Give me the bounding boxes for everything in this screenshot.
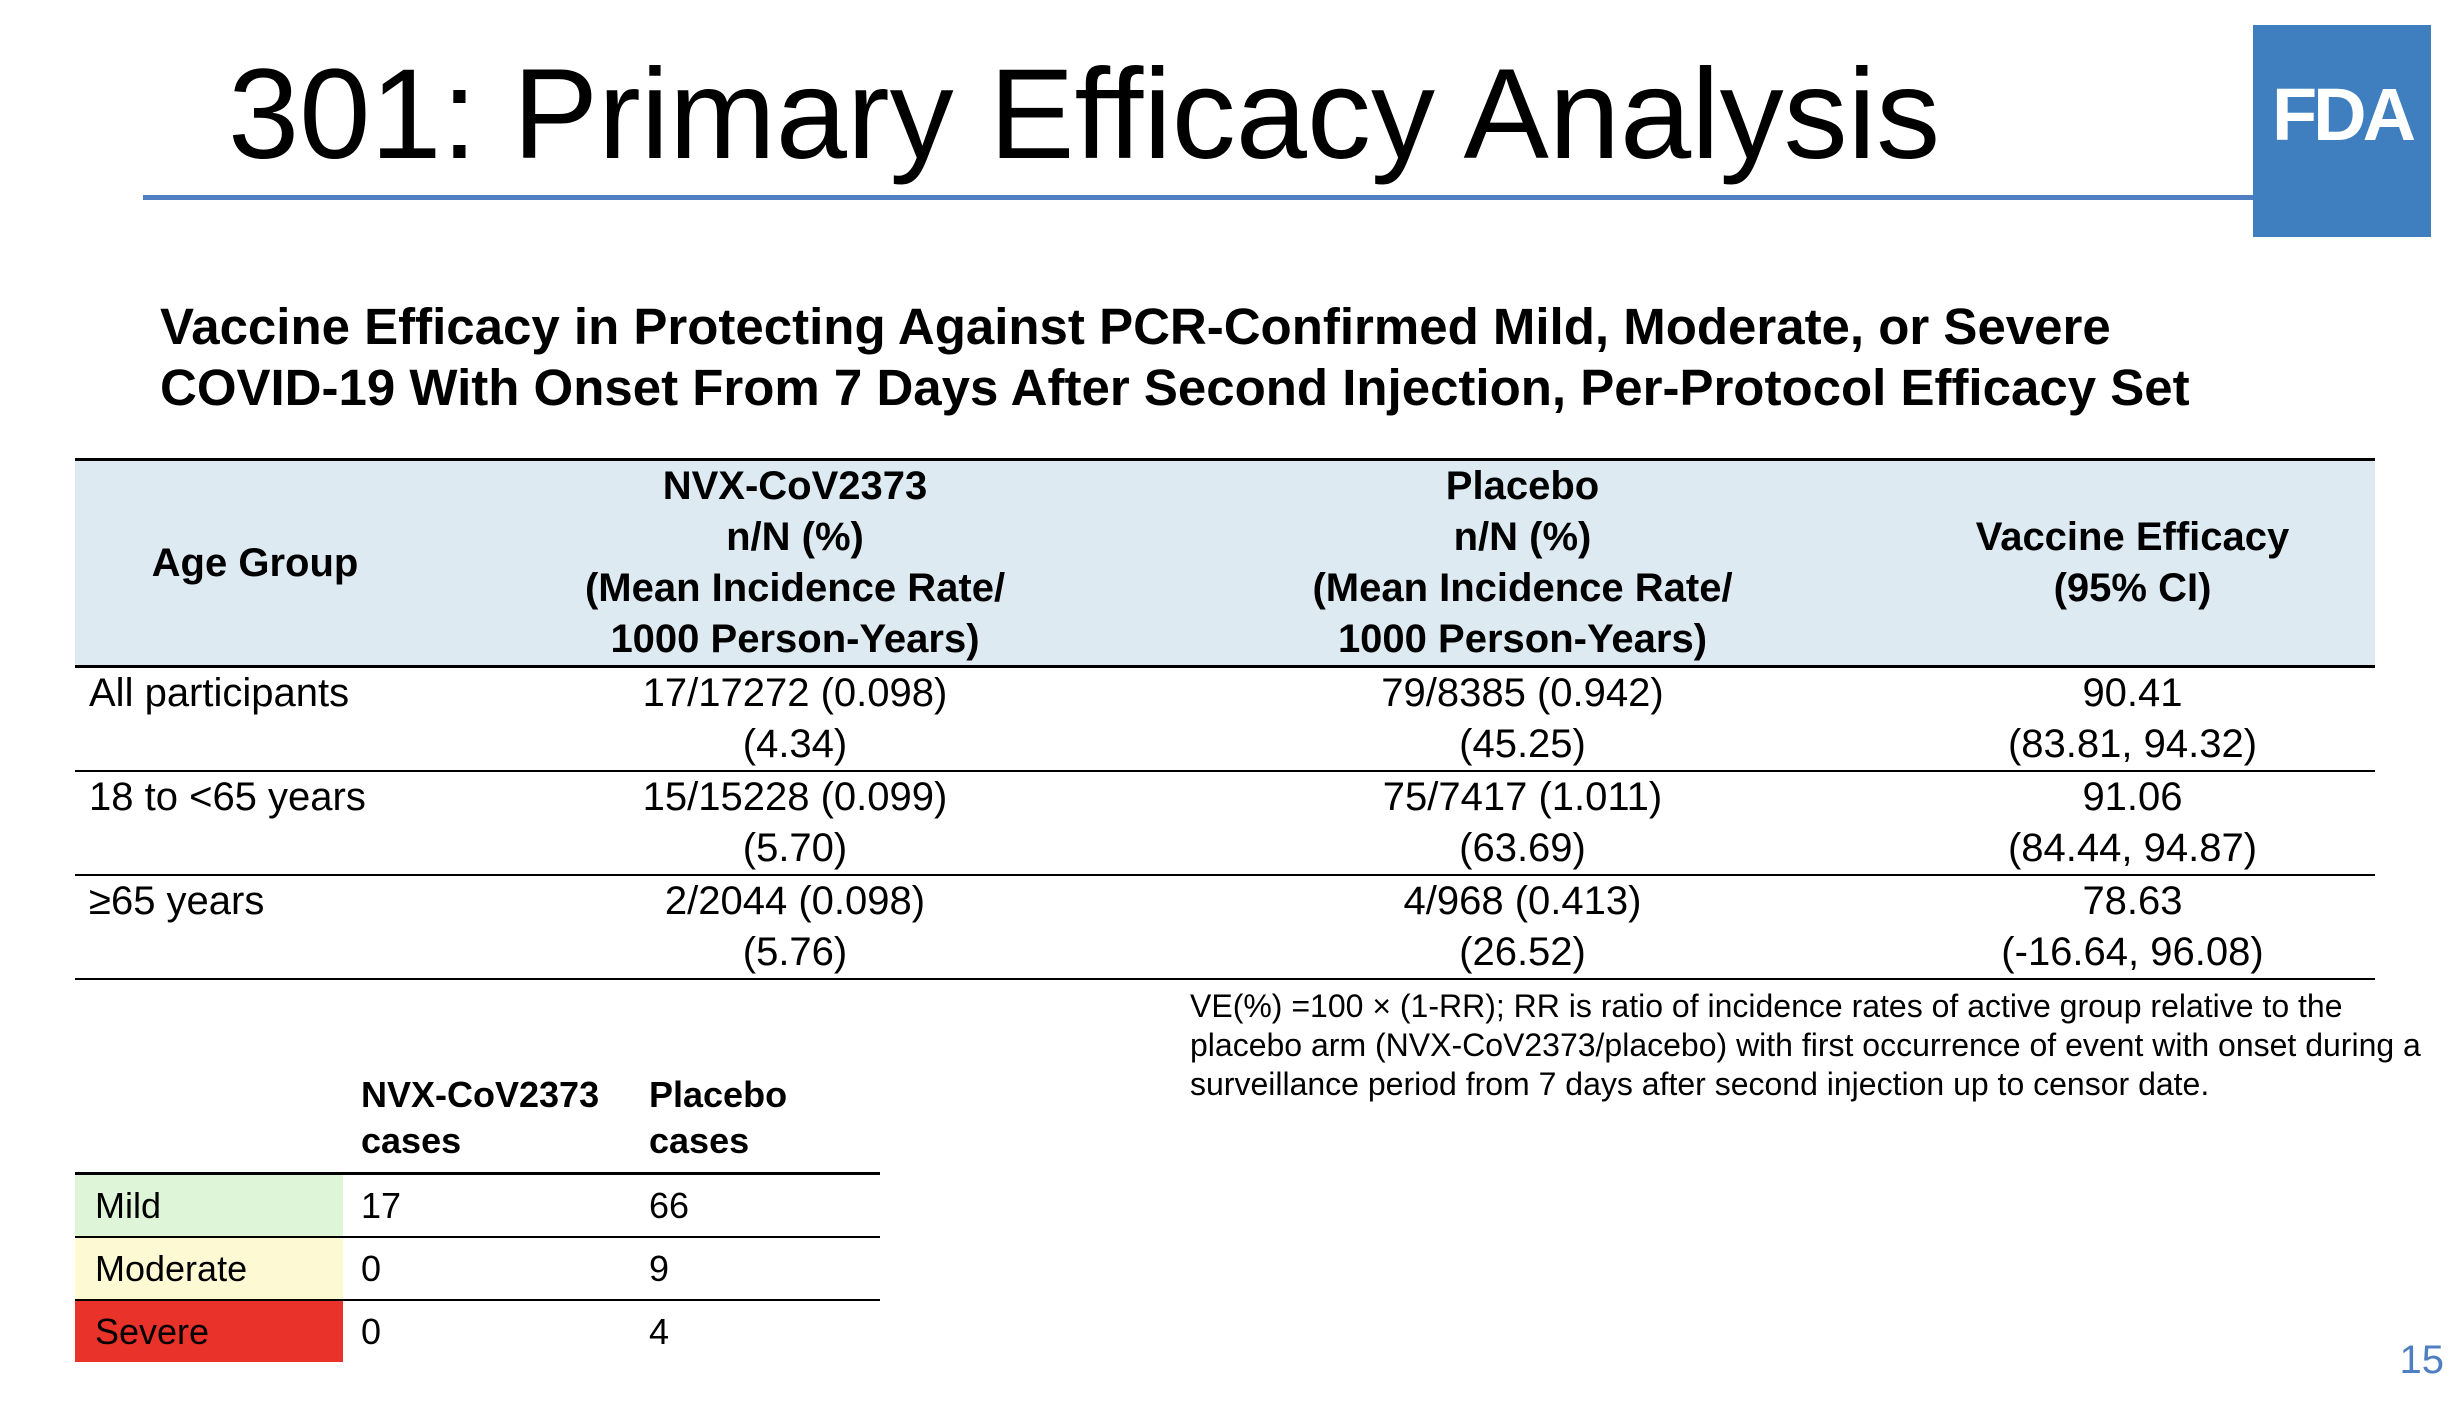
table-row: Moderate 0 9 [75, 1237, 880, 1301]
nvx-cell: 2/2044 (0.098) (5.76) [435, 875, 1155, 980]
age-group-cell: ≥65 years [75, 875, 435, 980]
caption-line-1: Vaccine Efficacy in Protecting Against P… [160, 298, 2111, 355]
header-placebo: Placebo n/N (%) (Mean Incidence Rate/ 10… [1155, 458, 1890, 668]
severity-moderate: Moderate [75, 1237, 343, 1301]
severity-table-header: NVX-CoV2373 cases Placebo cases [75, 1060, 880, 1175]
table-row: 18 to <65 years 15/15228 (0.099) (5.70) … [75, 771, 2375, 876]
efficacy-cell: 78.63 (-16.64, 96.08) [1890, 875, 2375, 980]
header-nvx-cases: NVX-CoV2373 cases [343, 1060, 631, 1175]
ve-footnote: VE(%) =100 × (1-RR); RR is ratio of inci… [1190, 988, 2421, 1102]
nvx-cases-cell: 17 [343, 1173, 631, 1238]
efficacy-table-header: Age Group NVX-CoV2373 n/N (%) (Mean Inci… [75, 458, 2375, 668]
title-divider [143, 195, 2253, 200]
table-caption: Vaccine Efficacy in Protecting Against P… [160, 296, 2340, 418]
caption-line-2: COVID-19 With Onset From 7 Days After Se… [160, 359, 2190, 416]
fda-logo-text: FDA [2271, 73, 2416, 156]
header-vaccine-efficacy: Vaccine Efficacy (95% CI) [1890, 458, 2375, 668]
placebo-cases-cell: 4 [649, 1310, 670, 1352]
header-severity [75, 1060, 343, 1175]
placebo-cases-cell: 9 [631, 1237, 880, 1301]
fda-logo: FDA [2253, 25, 2431, 237]
nvx-cell: 15/15228 (0.099) (5.70) [435, 771, 1155, 876]
nvx-cell: 17/17272 (0.098) (4.34) [435, 666, 1155, 772]
severity-table: NVX-CoV2373 cases Placebo cases Mild 17 … [75, 1060, 880, 1362]
header-nvx: NVX-CoV2373 n/N (%) (Mean Incidence Rate… [435, 458, 1155, 668]
header-age-group: Age Group [75, 458, 435, 668]
slide-title: 301: Primary Efficacy Analysis [228, 43, 1941, 186]
table-row: All participants 17/17272 (0.098) (4.34)… [75, 666, 2375, 772]
severity-severe: Severe [75, 1300, 343, 1362]
table-row: Mild 17 66 [75, 1173, 880, 1238]
severity-mild: Mild [75, 1173, 343, 1238]
efficacy-cell: 90.41 (83.81, 94.32) [1890, 666, 2375, 772]
header-placebo-cases: Placebo cases [631, 1060, 880, 1175]
page-number: 15 [2399, 1338, 2445, 1382]
table-row: ≥65 years 2/2044 (0.098) (5.76) 4/968 (0… [75, 875, 2375, 980]
table-row: Severe 0 4 [75, 1300, 880, 1362]
placebo-cell: 75/7417 (1.011) (63.69) [1155, 771, 1890, 876]
placebo-cell: 79/8385 (0.942) (45.25) [1155, 666, 1890, 772]
nvx-cases-cell: 0 [361, 1310, 382, 1352]
age-group-cell: 18 to <65 years [75, 771, 435, 876]
placebo-cell: 4/968 (0.413) (26.52) [1155, 875, 1890, 980]
efficacy-cell: 91.06 (84.44, 94.87) [1890, 771, 2375, 876]
age-group-cell: All participants [75, 666, 435, 772]
placebo-cases-cell: 66 [631, 1173, 880, 1238]
nvx-cases-cell: 0 [343, 1237, 631, 1301]
efficacy-table: Age Group NVX-CoV2373 n/N (%) (Mean Inci… [75, 458, 2375, 980]
